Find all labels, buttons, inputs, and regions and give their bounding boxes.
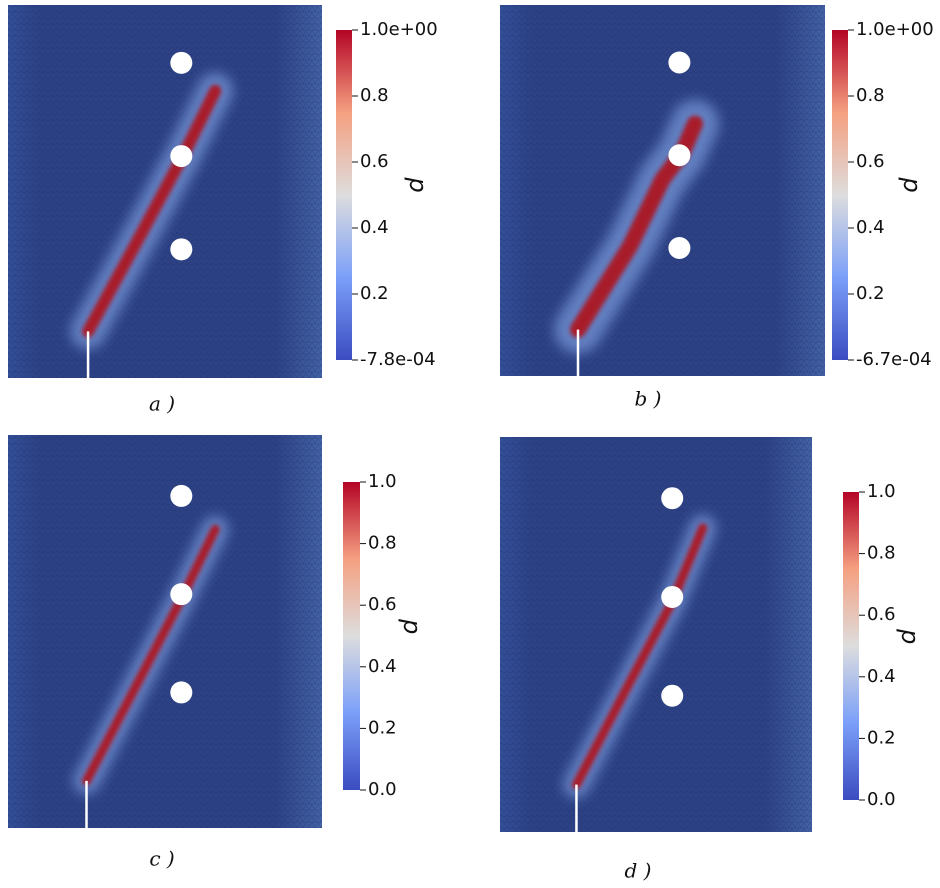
colorbar [843, 492, 859, 800]
colorbar-title: d [401, 177, 429, 193]
colorbar [343, 482, 360, 790]
colorbar-tick-label: 0.0 [368, 779, 397, 800]
crack [570, 115, 703, 338]
colorbar-title: d [895, 177, 923, 193]
panel [8, 435, 322, 828]
colorbar [832, 30, 848, 360]
crack [82, 524, 220, 786]
panel-label: a ) [149, 392, 175, 416]
colorbar-tick-label: 0.2 [856, 283, 885, 304]
colorbar-tick-label: 1.0e+00 [360, 19, 438, 40]
colorbar-tick-label: 0.4 [867, 666, 896, 687]
colorbar-title: d [395, 618, 423, 634]
colorbar-tick-label: 0.8 [856, 85, 885, 106]
colorbar-tick-label: 0.2 [368, 717, 397, 738]
colorbar-tick-label: 0.6 [368, 594, 397, 615]
crack [571, 523, 708, 790]
hole [170, 681, 193, 704]
colorbar-tick-label: 0.6 [360, 151, 389, 172]
hole [661, 487, 684, 510]
colorbar-tick-label: 1.0e+00 [856, 19, 934, 40]
colorbar-tick-label: 0.8 [360, 85, 389, 106]
colorbar-tick-label: -6.7e-04 [856, 349, 932, 370]
colorbar-tick-label: 0.0 [867, 789, 896, 810]
hole [668, 237, 691, 260]
colorbar-tick-label: 0.6 [856, 151, 885, 172]
panel-label: c ) [149, 847, 174, 871]
colorbar-title: d [893, 628, 921, 644]
hole [661, 684, 684, 707]
panel [8, 5, 322, 378]
hole [170, 145, 193, 168]
hole [170, 51, 193, 74]
colorbar-tick-label: 0.4 [368, 656, 397, 677]
panel-label: d ) [625, 859, 652, 883]
hole [661, 585, 684, 608]
colorbar-tick-label: -7.8e-04 [360, 349, 436, 370]
crack [82, 84, 222, 338]
hole [668, 144, 691, 167]
panel [500, 437, 812, 832]
hole [170, 583, 193, 606]
colorbar [336, 30, 352, 360]
hole [170, 484, 193, 507]
colorbar-tick-label: 0.2 [867, 727, 896, 748]
colorbar-tick-label: 1.0 [368, 471, 397, 492]
colorbar-tick-label: 0.4 [856, 217, 885, 238]
hole [170, 238, 193, 261]
panel-label: b ) [635, 387, 662, 411]
colorbar-tick-label: 0.8 [867, 543, 896, 564]
panel [500, 5, 825, 376]
colorbar-tick-label: 0.6 [867, 604, 896, 625]
colorbar-tick-label: 0.4 [360, 217, 389, 238]
colorbar-tick-label: 0.8 [368, 533, 397, 554]
hole [668, 51, 691, 74]
colorbar-tick-label: 0.2 [360, 283, 389, 304]
colorbar-tick-label: 1.0 [867, 481, 896, 502]
